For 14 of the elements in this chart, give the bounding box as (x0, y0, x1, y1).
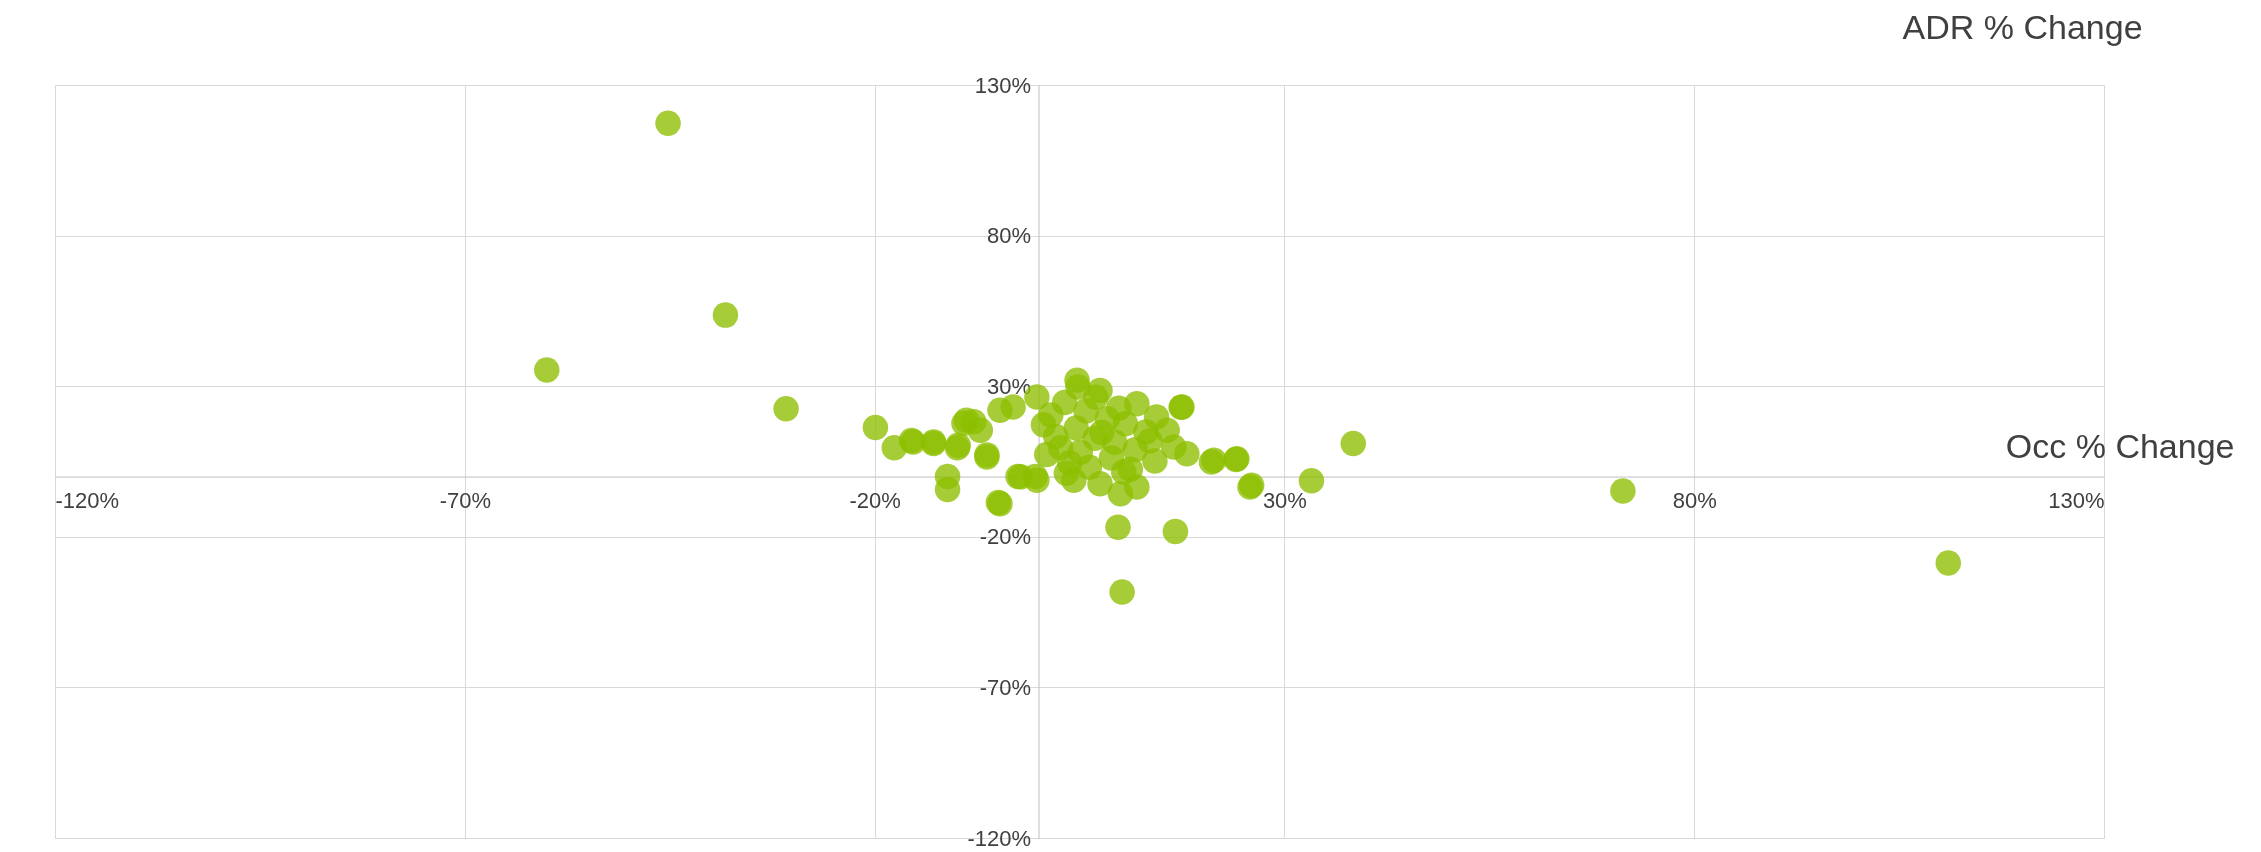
y-axis-title: ADR % Change (1902, 7, 2143, 46)
y-tick-label: -20% (979, 524, 1032, 550)
y-tick-label: -120% (967, 825, 1032, 851)
y-tick-label: -70% (979, 674, 1032, 700)
y-tick-label: 30% (986, 373, 1032, 399)
x-tick-label: 80% (1672, 488, 1717, 514)
x-tick-label: -120% (55, 488, 120, 514)
x-tick-label: 30% (1262, 488, 1307, 514)
y-tick-label: 80% (986, 223, 1032, 249)
x-axis-title: Occ % Change (2005, 427, 2235, 466)
x-tick-label: 130% (2048, 488, 2105, 514)
y-tick-label: 130% (974, 72, 1032, 98)
x-tick-label: -20% (849, 488, 901, 514)
x-tick-label: -70% (439, 488, 491, 514)
